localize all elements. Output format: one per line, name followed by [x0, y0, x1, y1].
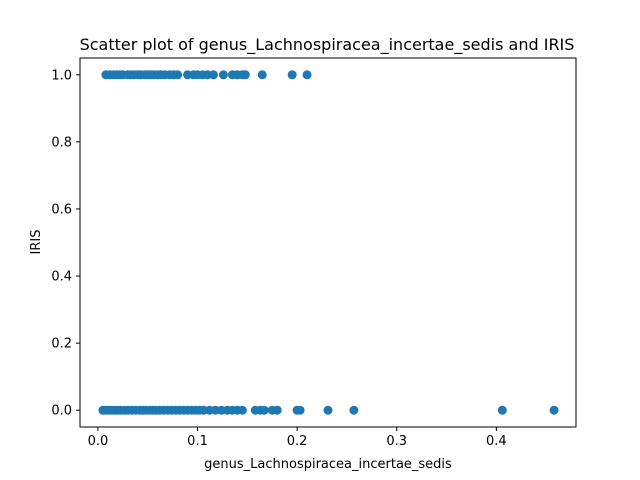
y-axis: 0.0 0.2 0.4 0.6 0.8 1.0 — [51, 68, 80, 419]
x-axis: 0.0 0.1 0.2 0.3 0.4 — [88, 427, 507, 449]
data-point — [272, 405, 282, 415]
data-point — [173, 70, 183, 80]
y-tick-label: 0.4 — [51, 270, 72, 285]
data-point — [323, 405, 333, 415]
data-point — [295, 405, 305, 415]
data-point — [349, 405, 359, 415]
data-point — [257, 70, 267, 80]
x-tick-label: 0.1 — [187, 434, 208, 449]
data-point — [302, 70, 312, 80]
data-point — [287, 70, 297, 80]
y-tick-label: 0.8 — [51, 135, 72, 150]
data-point — [237, 405, 247, 415]
data-point — [259, 405, 269, 415]
x-tick-label: 0.0 — [88, 434, 109, 449]
y-tick-label: 0.2 — [51, 337, 72, 352]
x-tick-label: 0.2 — [287, 434, 308, 449]
y-tick-label: 1.0 — [51, 68, 72, 83]
points-layer — [98, 70, 559, 415]
y-tick-label: 0.6 — [51, 202, 72, 217]
data-point — [208, 70, 218, 80]
data-point — [218, 70, 228, 80]
data-point — [497, 405, 507, 415]
y-tick-label: 0.0 — [51, 404, 72, 419]
chart-title: Scatter plot of genus_Lachnospiracea_inc… — [80, 35, 575, 55]
x-tick-label: 0.3 — [386, 434, 407, 449]
x-axis-label: genus_Lachnospiracea_incertae_sedis — [204, 457, 452, 472]
data-point — [549, 405, 559, 415]
x-tick-label: 0.4 — [486, 434, 507, 449]
y-axis-label: IRIS — [29, 230, 44, 255]
data-point — [240, 70, 250, 80]
plot-frame — [79, 57, 577, 428]
